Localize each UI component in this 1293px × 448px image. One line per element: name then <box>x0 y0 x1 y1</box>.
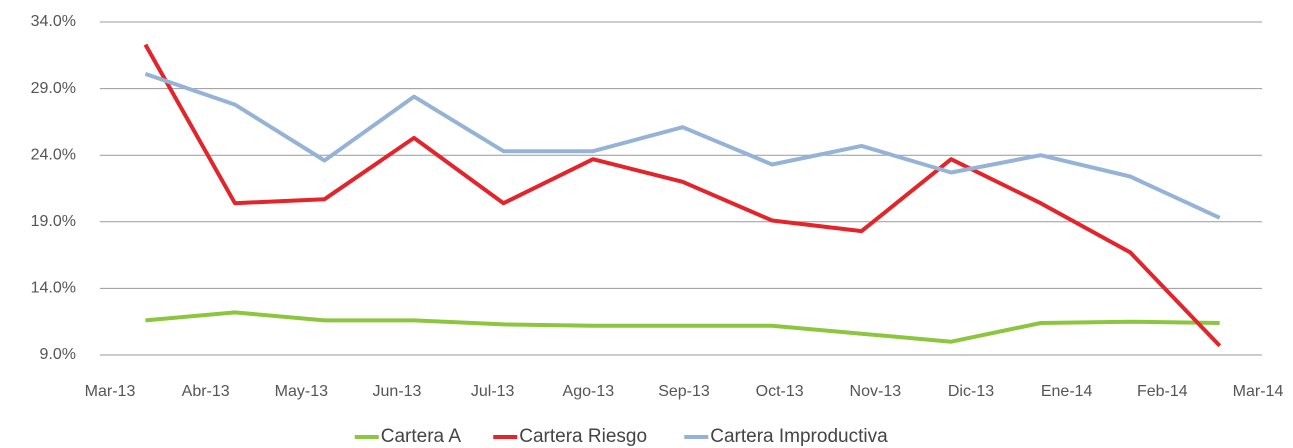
y-tick-label: 19.0% <box>31 213 76 230</box>
legend: Cartera A Cartera Riesgo Cartera Improduct… <box>354 426 888 447</box>
x-tick-label: Feb-14 <box>1137 383 1188 400</box>
y-tick-label: 34.0% <box>31 13 76 30</box>
y-tick-label: 29.0% <box>31 80 76 97</box>
x-tick-label: Abr-13 <box>182 383 230 400</box>
y-tick-label: 9.0% <box>40 346 76 363</box>
legend-label: Cartera A <box>381 426 462 447</box>
legend-label: Cartera Riesgo <box>519 426 647 447</box>
x-tick-label: Oct-13 <box>756 383 804 400</box>
x-tick-label: Ago-13 <box>563 383 615 400</box>
x-tick-label: Jul-13 <box>471 383 515 400</box>
x-tick-label: Dic-13 <box>948 383 994 400</box>
x-tick-label: Mar-14 <box>1233 383 1284 400</box>
series-line <box>144 72 1221 220</box>
legend-label: Cartera Improductiva <box>710 426 888 447</box>
y-tick-label: 24.0% <box>31 146 76 163</box>
x-tick-label: Nov-13 <box>850 383 902 400</box>
series-line <box>145 310 1220 344</box>
y-tick-label: 14.0% <box>31 280 76 297</box>
series-line <box>143 43 1222 348</box>
x-tick-label: Ene-14 <box>1041 383 1093 400</box>
x-tick-label: May-13 <box>275 383 328 400</box>
x-tick-label: Mar-13 <box>85 383 136 400</box>
x-tick-label: Jun-13 <box>373 383 422 400</box>
x-tick-label: Sep-13 <box>658 383 710 400</box>
